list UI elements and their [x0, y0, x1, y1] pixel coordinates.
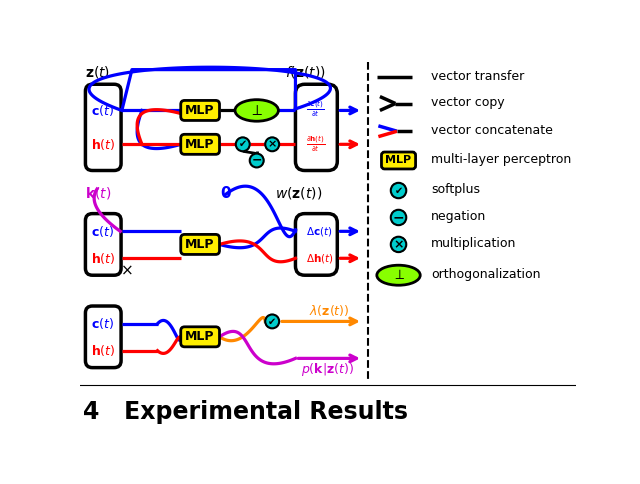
Text: $p(\mathbf{k}|\mathbf{z}(t))$: $p(\mathbf{k}|\mathbf{z}(t))$ — [301, 362, 354, 378]
Text: 4   Experimental Results: 4 Experimental Results — [83, 400, 408, 424]
Text: vector transfer: vector transfer — [431, 70, 524, 83]
Text: $\mathbf{h}(t)$: $\mathbf{h}(t)$ — [91, 343, 115, 358]
Text: vector copy: vector copy — [431, 96, 505, 109]
Text: $\times$: $\times$ — [120, 262, 133, 277]
Text: MLP: MLP — [385, 155, 412, 166]
FancyBboxPatch shape — [85, 84, 121, 170]
Text: $\perp$: $\perp$ — [250, 103, 264, 118]
Circle shape — [265, 315, 279, 328]
Text: MLP: MLP — [186, 238, 215, 251]
Text: $\mathbf{h}(t)$: $\mathbf{h}(t)$ — [91, 137, 115, 152]
Text: ✔: ✔ — [239, 139, 247, 150]
FancyBboxPatch shape — [180, 327, 220, 347]
Text: $\frac{\partial\mathbf{c}(t)}{\partial t}$: $\frac{\partial\mathbf{c}(t)}{\partial t… — [305, 99, 324, 119]
FancyBboxPatch shape — [85, 213, 121, 275]
Text: −: − — [252, 154, 262, 167]
Text: softplus: softplus — [431, 183, 480, 196]
Circle shape — [391, 210, 406, 225]
Circle shape — [236, 137, 250, 151]
Text: ×: × — [393, 238, 404, 251]
FancyBboxPatch shape — [85, 306, 121, 368]
Circle shape — [391, 237, 406, 252]
Text: $\mathbf{h}(t)$: $\mathbf{h}(t)$ — [91, 251, 115, 266]
Text: vector concatenate: vector concatenate — [431, 124, 553, 137]
Text: $\mathbf{k}(t)$: $\mathbf{k}(t)$ — [84, 185, 111, 201]
Text: $\Delta\mathbf{h}(t)$: $\Delta\mathbf{h}(t)$ — [305, 252, 333, 265]
Text: $\frac{\partial\mathbf{h}(t)}{\partial t}$: $\frac{\partial\mathbf{h}(t)}{\partial t… — [305, 135, 325, 154]
Ellipse shape — [377, 265, 420, 285]
FancyBboxPatch shape — [180, 234, 220, 255]
Circle shape — [265, 137, 279, 151]
Text: $\perp$: $\perp$ — [392, 268, 405, 282]
Text: $\Delta\mathbf{c}(t)$: $\Delta\mathbf{c}(t)$ — [305, 225, 332, 238]
Text: $\mathbf{c}(t)$: $\mathbf{c}(t)$ — [91, 103, 114, 118]
Text: $\mathbf{0}$: $\mathbf{0}$ — [220, 185, 232, 201]
Text: ✔: ✔ — [394, 185, 403, 196]
Ellipse shape — [235, 100, 278, 121]
FancyBboxPatch shape — [381, 152, 415, 169]
Circle shape — [391, 183, 406, 198]
Text: ×: × — [268, 139, 277, 150]
Text: MLP: MLP — [186, 330, 215, 343]
Circle shape — [250, 153, 264, 167]
Text: multiplication: multiplication — [431, 237, 516, 250]
Text: ✔: ✔ — [268, 317, 276, 326]
FancyBboxPatch shape — [180, 134, 220, 154]
Text: $\lambda(\mathbf{z}(t))$: $\lambda(\mathbf{z}(t))$ — [308, 303, 349, 318]
FancyBboxPatch shape — [296, 84, 337, 170]
Text: $\mathbf{c}(t)$: $\mathbf{c}(t)$ — [91, 316, 114, 331]
FancyBboxPatch shape — [180, 101, 220, 121]
Text: MLP: MLP — [186, 104, 215, 117]
Text: negation: negation — [431, 210, 486, 223]
Text: orthogonalization: orthogonalization — [431, 268, 541, 281]
Text: $f(\mathbf{z}(t))$: $f(\mathbf{z}(t))$ — [285, 64, 325, 80]
Text: $\mathbf{c}(t)$: $\mathbf{c}(t)$ — [91, 224, 114, 239]
Text: −: − — [393, 211, 404, 225]
Text: $\mathbf{z}(t)$: $\mathbf{z}(t)$ — [84, 64, 110, 80]
Text: MLP: MLP — [186, 138, 215, 151]
FancyBboxPatch shape — [296, 213, 337, 275]
Text: $w(\mathbf{z}(t))$: $w(\mathbf{z}(t))$ — [275, 185, 323, 201]
Text: multi-layer perceptron: multi-layer perceptron — [431, 153, 572, 166]
